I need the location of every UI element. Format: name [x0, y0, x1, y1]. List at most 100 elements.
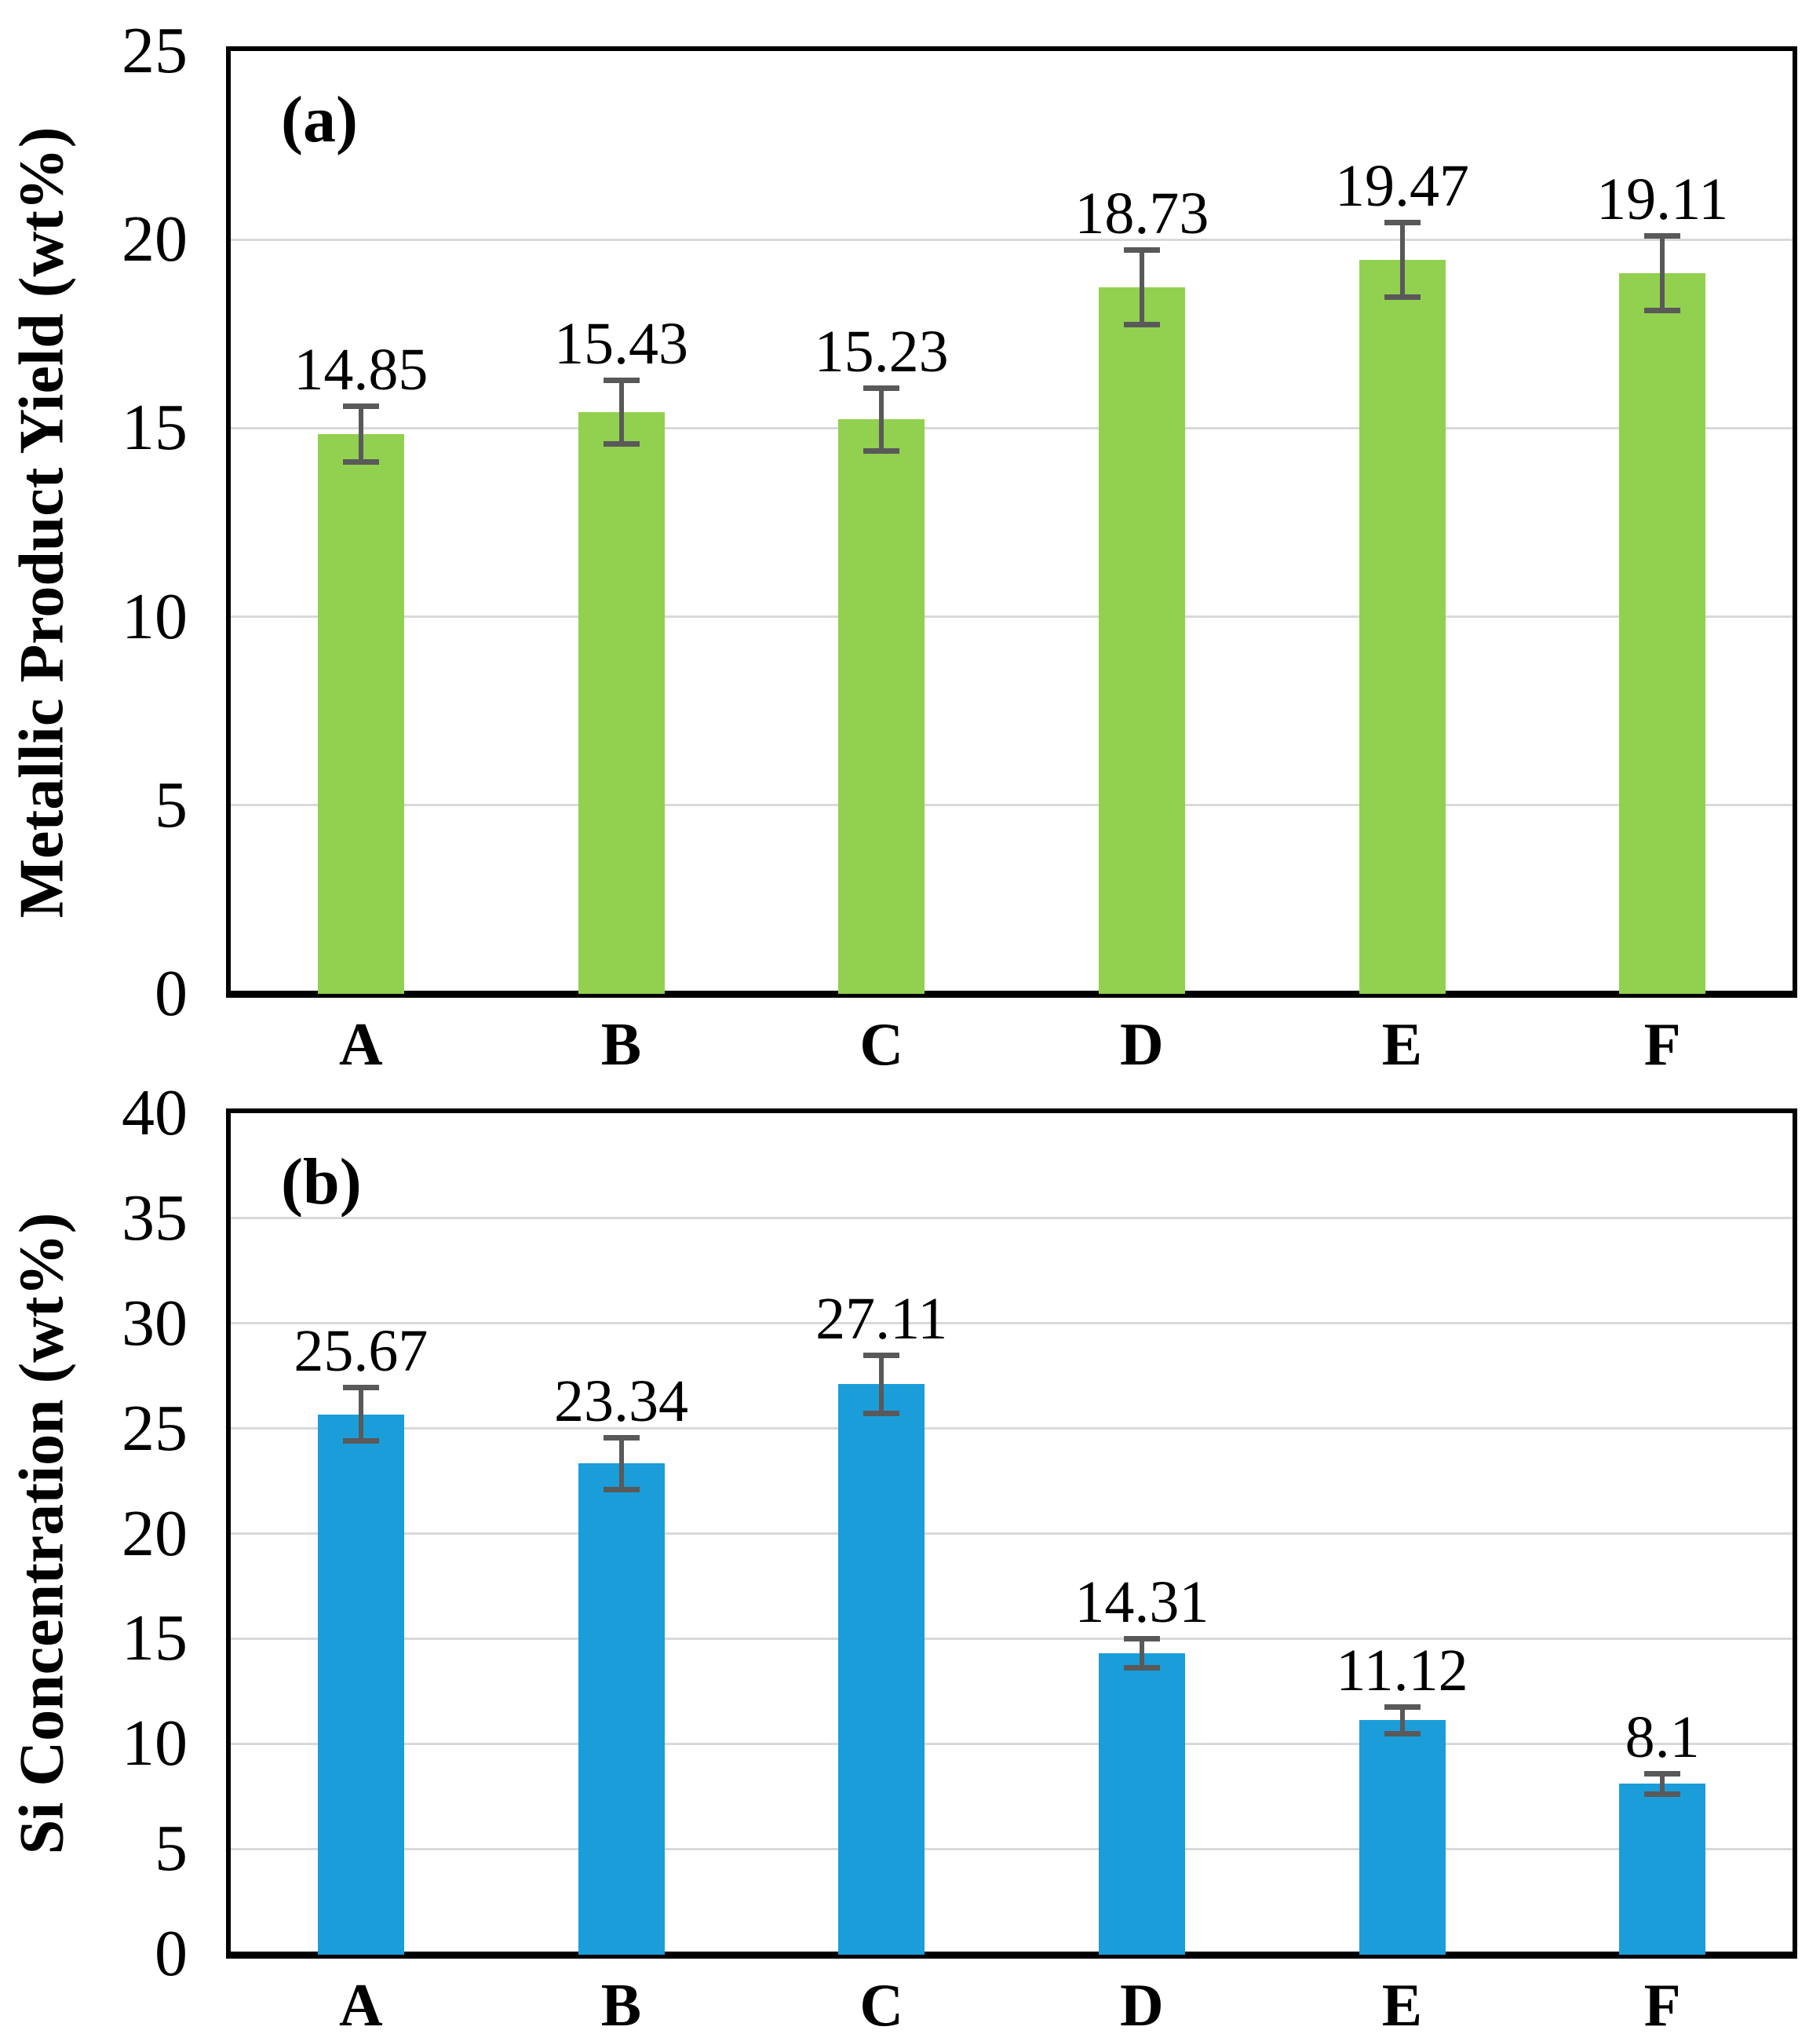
error-bar-cap-bottom: [1123, 1664, 1160, 1671]
error-bar-cap-bottom: [1384, 1730, 1421, 1736]
error-bar-cap-top: [1123, 1636, 1160, 1642]
x-category-label: B: [600, 1971, 642, 2034]
bar-e: [1359, 1720, 1446, 1955]
grid-line: [231, 238, 1793, 241]
error-bar-cap-top: [1384, 1704, 1421, 1710]
y-tick-label: 5: [155, 1812, 188, 1886]
y-tick-label: 0: [155, 957, 188, 1030]
value-label: 18.73: [1074, 181, 1209, 247]
x-category-label: C: [859, 1971, 903, 2034]
error-bar-cap-bottom: [342, 1438, 379, 1444]
value-label: 15.43: [554, 310, 688, 377]
y-tick-label: 10: [122, 1707, 188, 1780]
x-category-label: E: [1381, 1010, 1423, 1078]
value-label: 15.23: [814, 318, 949, 385]
bar-c: [838, 419, 925, 994]
y-tick-label: 30: [122, 1286, 188, 1360]
value-label: 19.11: [1596, 166, 1729, 232]
error-bar-cap-top: [342, 1384, 379, 1390]
error-bar-line: [1399, 1706, 1405, 1734]
error-bar-line: [1660, 235, 1665, 311]
error-bar-line: [358, 405, 363, 462]
y-tick-label: 20: [122, 203, 188, 276]
x-category-label: E: [1381, 1971, 1423, 2034]
error-bar-cap-bottom: [603, 1486, 640, 1492]
y-tick-label: 25: [122, 14, 188, 87]
error-bar-cap-top: [863, 385, 900, 391]
grid-line: [231, 615, 1793, 619]
error-bar-cap-top: [863, 1352, 900, 1358]
error-bar-cap-bottom: [863, 448, 900, 455]
grid-line: [231, 1637, 1793, 1640]
bar-e: [1359, 259, 1446, 994]
y-tick-label: 10: [122, 579, 188, 653]
grid-line: [231, 1217, 1793, 1220]
value-label: 11.12: [1336, 1637, 1468, 1704]
error-bar-cap-top: [1384, 219, 1421, 225]
y-tick-label: 15: [122, 391, 188, 465]
error-bar-cap-top: [1123, 247, 1160, 254]
value-label: 14.31: [1074, 1569, 1209, 1636]
error-bar-cap-bottom: [1384, 294, 1421, 300]
error-bar-cap-top: [603, 1434, 640, 1441]
bar-b: [578, 1463, 665, 1955]
x-category-label: F: [1643, 1010, 1681, 1078]
x-category-label: D: [1120, 1010, 1164, 1078]
error-bar-cap-bottom: [603, 440, 640, 447]
error-bar-cap-bottom: [1123, 322, 1160, 328]
error-bar-cap-top: [1644, 1770, 1681, 1777]
plot-border-b: [226, 1108, 1797, 1959]
error-bar-cap-top: [1644, 232, 1681, 239]
grid-line: [231, 1742, 1793, 1745]
value-label: 14.85: [294, 336, 429, 403]
panel-label-a: (a): [281, 83, 358, 156]
bar-f: [1619, 272, 1706, 994]
error-bar-cap-bottom: [863, 1410, 900, 1416]
error-bar-cap-top: [342, 403, 379, 409]
x-category-label: F: [1643, 1971, 1681, 2034]
panel-label-b: (b): [281, 1145, 362, 1218]
y-tick-label: 25: [122, 1391, 188, 1465]
grid-line: [231, 804, 1793, 807]
error-bar-cap-bottom: [342, 458, 379, 465]
error-bar-line: [358, 1386, 363, 1442]
y-tick-label: 35: [122, 1181, 188, 1254]
value-label: 19.47: [1335, 152, 1469, 219]
bar-f: [1619, 1784, 1706, 1955]
error-bar-line: [1139, 1638, 1144, 1668]
grid-line: [231, 1322, 1793, 1325]
plot-border-a: [226, 46, 1797, 998]
y-tick-label: 40: [122, 1076, 188, 1149]
error-bar-cap-bottom: [1644, 307, 1681, 313]
error-bar-line: [1139, 250, 1144, 326]
error-bar-line: [1399, 221, 1405, 298]
bar-a: [317, 1414, 404, 1955]
value-label: 25.67: [294, 1317, 429, 1384]
y-tick-label: 20: [122, 1496, 188, 1570]
value-label: 23.34: [554, 1368, 688, 1434]
x-category-label: C: [859, 1010, 903, 1078]
value-label: 8.1: [1625, 1704, 1700, 1770]
x-category-label: A: [339, 1971, 383, 2034]
y-tick-label: 15: [122, 1601, 188, 1675]
bar-a: [317, 433, 404, 994]
error-bar-cap-top: [603, 377, 640, 383]
bar-b: [578, 411, 665, 994]
y-tick-label: 0: [155, 1917, 188, 1990]
grid-line: [231, 1427, 1793, 1430]
bar-d: [1098, 287, 1185, 994]
error-bar-line: [879, 1354, 884, 1414]
error-bar-line: [879, 387, 884, 452]
x-category-label: B: [600, 1010, 642, 1078]
bar-c: [838, 1384, 925, 1955]
error-bar-line: [618, 1437, 624, 1490]
error-bar-line: [1660, 1773, 1665, 1795]
grid-line: [231, 1847, 1793, 1850]
y-tick-label: 5: [155, 768, 188, 842]
value-label: 27.11: [815, 1285, 948, 1352]
bar-d: [1098, 1652, 1185, 1955]
error-bar-cap-bottom: [1644, 1791, 1681, 1797]
